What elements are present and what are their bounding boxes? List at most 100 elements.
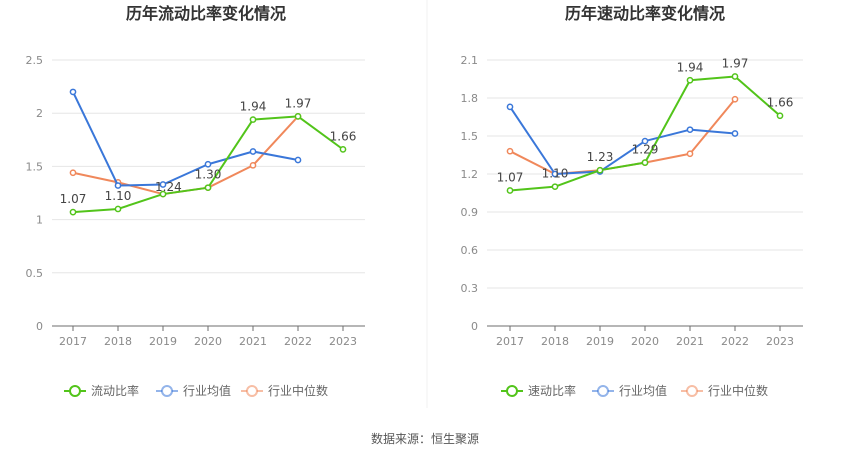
series-line xyxy=(509,106,736,175)
data-point xyxy=(294,113,302,120)
x-tick-label: 2022 xyxy=(721,335,749,348)
data-point xyxy=(114,205,122,213)
x-tick-label: 2022 xyxy=(284,335,312,348)
data-label: 1.07 xyxy=(497,170,524,184)
x-tick-label: 2019 xyxy=(149,335,177,348)
data-label: 1.24 xyxy=(155,180,182,194)
series-layer xyxy=(506,73,784,194)
legend: 流动比率 行业均值 行业中位数 xyxy=(64,383,328,398)
data-point xyxy=(551,170,559,178)
current-ratio-chart: 历年流动比率变化情况 0 0.5 1 1.5 2 2.5 2017 2018 2019 2020 2… xyxy=(26,4,365,398)
legend-label: 行业均值 xyxy=(183,383,231,398)
x-tick-label: 2017 xyxy=(59,335,87,348)
series-line xyxy=(509,98,736,175)
legend-marker-dot xyxy=(69,385,81,397)
x-tick-label: 2018 xyxy=(104,335,132,348)
data-point xyxy=(686,126,694,134)
data-point xyxy=(204,184,212,192)
data-label: 1.66 xyxy=(330,129,357,143)
y-tick-label: 0 xyxy=(36,320,43,333)
x-tick-label: 2020 xyxy=(194,335,222,348)
series-layer xyxy=(69,88,347,216)
x-tick-label: 2020 xyxy=(631,335,659,348)
y-tick-label: 2.1 xyxy=(461,54,479,67)
data-point xyxy=(339,146,347,153)
data-point xyxy=(506,103,514,111)
data-label: 1.97 xyxy=(285,96,312,110)
y-tick-label: 1 xyxy=(36,214,43,227)
legend-marker-dot xyxy=(161,385,173,397)
legend-label: 流动比率 xyxy=(91,383,139,398)
data-point xyxy=(159,190,167,198)
legend-label: 行业中位数 xyxy=(708,383,768,398)
data-point xyxy=(641,159,649,166)
legend-marker-dot xyxy=(597,385,609,397)
x-tick-label: 2021 xyxy=(676,335,704,348)
data-point xyxy=(159,181,167,188)
y-tick-label: 2.5 xyxy=(26,54,44,67)
y-tick-label: 0.6 xyxy=(461,244,479,257)
data-point xyxy=(69,208,77,216)
x-tick-label: 2023 xyxy=(329,335,357,348)
data-labels: 1.07 1.10 1.24 1.30 1.94 1.97 1.66 xyxy=(60,96,357,206)
data-point xyxy=(69,169,77,177)
y-tick-label: 1.8 xyxy=(461,92,479,105)
x-tick-label: 2019 xyxy=(586,335,614,348)
legend-marker-dot xyxy=(506,385,518,397)
axes: 0 0.3 0.6 0.9 1.2 1.5 1.8 2.1 2017 2018 2019 2020 20… xyxy=(461,54,803,348)
y-tick-label: 0.9 xyxy=(461,206,479,219)
legend-label: 行业中位数 xyxy=(268,383,328,398)
data-point xyxy=(294,156,302,164)
y-tick-label: 0.3 xyxy=(461,282,479,295)
data-label: 1.97 xyxy=(722,56,749,70)
data-labels: 1.07 1.10 1.23 1.29 1.94 1.97 1.66 xyxy=(497,56,794,184)
x-tick-label: 2021 xyxy=(239,335,267,348)
data-point xyxy=(731,130,739,137)
data-point xyxy=(686,76,694,84)
y-tick-label: 2 xyxy=(36,107,43,120)
source-note: 数据来源：恒生聚源 xyxy=(371,431,479,446)
data-label: 1.07 xyxy=(60,192,87,206)
chart-title: 历年速动比率变化情况 xyxy=(565,4,725,23)
data-point xyxy=(204,160,212,168)
data-label: 1.23 xyxy=(587,150,614,164)
data-point xyxy=(686,150,694,158)
data-label: 1.94 xyxy=(240,100,267,114)
grid-lines xyxy=(487,59,803,289)
data-point xyxy=(506,147,514,155)
data-point xyxy=(641,137,649,145)
y-tick-label: 1.5 xyxy=(26,160,44,173)
chart-title: 历年流动比率变化情况 xyxy=(126,4,286,23)
x-tick-label: 2017 xyxy=(496,335,524,348)
legend-marker-dot xyxy=(246,385,258,397)
data-label: 1.10 xyxy=(542,167,569,181)
quick-ratio-chart: 历年速动比率变化情况 0 0.3 0.6 0.9 1.2 1.5 1.8 2.1 2017 201… xyxy=(461,4,803,398)
y-tick-label: 1.2 xyxy=(461,168,479,181)
data-label: 1.30 xyxy=(195,168,222,182)
series-line xyxy=(72,115,299,196)
data-point xyxy=(249,148,257,155)
axes: 0 0.5 1 1.5 2 2.5 2017 2018 2019 2020 2021 2022 2023 xyxy=(26,54,365,348)
grid-lines xyxy=(52,59,365,274)
legend-label: 行业均值 xyxy=(619,383,667,398)
x-tick-label: 2023 xyxy=(766,335,794,348)
legend-marker-dot xyxy=(686,385,698,397)
data-point xyxy=(731,95,739,103)
data-point xyxy=(596,166,604,174)
legend: 速动比率 行业均值 行业中位数 xyxy=(501,383,768,398)
data-point xyxy=(551,183,559,191)
data-point xyxy=(249,161,257,169)
data-label: 1.10 xyxy=(105,189,132,203)
y-tick-label: 1.5 xyxy=(461,130,479,143)
legend-label: 速动比率 xyxy=(528,383,576,398)
data-label: 1.66 xyxy=(767,96,794,110)
data-point xyxy=(69,88,77,96)
data-label: 1.94 xyxy=(677,60,704,74)
data-label: 1.29 xyxy=(632,143,659,157)
y-tick-label: 0.5 xyxy=(26,267,44,280)
data-point xyxy=(114,182,122,189)
x-tick-label: 2018 xyxy=(541,335,569,348)
data-point xyxy=(249,116,257,123)
y-tick-label: 0 xyxy=(471,320,478,333)
